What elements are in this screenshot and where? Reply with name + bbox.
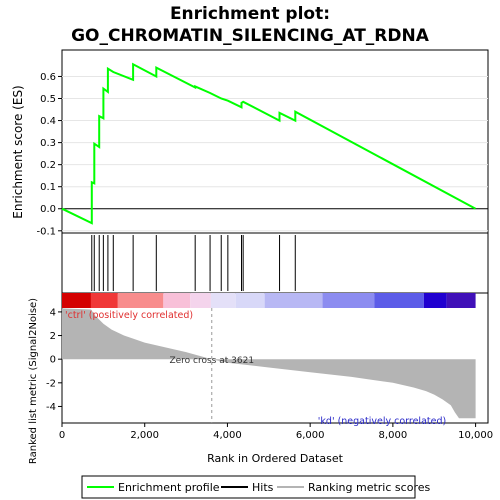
legend-label-hits: Hits bbox=[252, 481, 274, 494]
x-tick-label: 8,000 bbox=[379, 430, 408, 441]
colorbar-segment bbox=[446, 293, 476, 308]
es-tick-label: 0.2 bbox=[40, 160, 56, 171]
es-tick-label: -0.1 bbox=[36, 226, 56, 237]
colorbar-segment bbox=[62, 293, 91, 308]
legend-box bbox=[81, 475, 416, 499]
colorbar-segment bbox=[235, 293, 265, 308]
rank-tick-label: 0 bbox=[50, 355, 56, 366]
es-tick-label: 0.5 bbox=[40, 94, 56, 105]
colorbar-segment bbox=[163, 293, 191, 308]
negative-correlation-label: 'kd' (negatively correlated) bbox=[318, 416, 446, 427]
x-tick-label: 6,000 bbox=[296, 430, 325, 441]
colorbar-segment bbox=[322, 293, 375, 308]
hit-markers bbox=[91, 235, 296, 291]
x-axis-label: Rank in Ordered Dataset bbox=[207, 452, 344, 465]
colorbar-segment bbox=[210, 293, 236, 308]
x-tick-label: 2,000 bbox=[130, 430, 159, 441]
es-tick-label: 0.6 bbox=[40, 72, 56, 83]
legend: Enrichment profile Hits Ranking metric s… bbox=[81, 475, 430, 499]
rank-tick-label: 2 bbox=[50, 331, 56, 342]
rank-tick-label: 4 bbox=[50, 307, 56, 318]
colorbar-segment bbox=[374, 293, 424, 308]
colorbar-segment bbox=[423, 293, 447, 308]
es-tick-label: 0.0 bbox=[40, 204, 56, 215]
zero-cross-label: Zero cross at 3621 bbox=[169, 356, 254, 366]
rank-tick-label: -4 bbox=[46, 402, 56, 413]
es-tick-label: 0.4 bbox=[40, 116, 56, 127]
ranking-colorbar bbox=[62, 293, 476, 308]
enrichment-profile-line bbox=[61, 62, 477, 225]
legend-label-profile: Enrichment profile bbox=[118, 481, 220, 494]
colorbar-segment bbox=[264, 293, 323, 308]
es-tick-label: 0.3 bbox=[40, 138, 56, 149]
rank-axis-label: Ranked list metric (Signal2Noise) bbox=[28, 298, 39, 464]
legend-label-ranking: Ranking metric scores bbox=[308, 481, 430, 494]
chart-title-line1: Enrichment plot: bbox=[169, 4, 331, 24]
rank-axis: -4 -2 0 2 4 bbox=[46, 307, 62, 413]
x-tick-label: 10,000 bbox=[458, 430, 493, 441]
x-tick-label: 4,000 bbox=[213, 430, 242, 441]
x-tick-label: 0 bbox=[59, 430, 65, 441]
positive-correlation-label: 'ctrl' (positively correlated) bbox=[65, 310, 193, 321]
colorbar-segment bbox=[90, 293, 118, 308]
chart-title-line2: GO_CHROMATIN_SILENCING_AT_RDNA bbox=[71, 26, 429, 46]
colorbar-segment bbox=[190, 293, 211, 308]
hits-panel-frame bbox=[61, 232, 489, 294]
es-axis-label: Enrichment score (ES) bbox=[11, 85, 25, 218]
es-tick-label: 0.1 bbox=[40, 182, 56, 193]
es-axis: -0.1 0.0 0.1 0.2 0.3 0.4 0.5 0.6 bbox=[36, 72, 62, 237]
rank-tick-label: -2 bbox=[46, 378, 56, 389]
ranking-metric-area bbox=[62, 308, 476, 419]
x-axis: 0 2,000 4,000 6,000 8,000 10,000 bbox=[59, 423, 493, 441]
colorbar-segment bbox=[117, 293, 164, 308]
es-gridlines bbox=[62, 75, 488, 232]
